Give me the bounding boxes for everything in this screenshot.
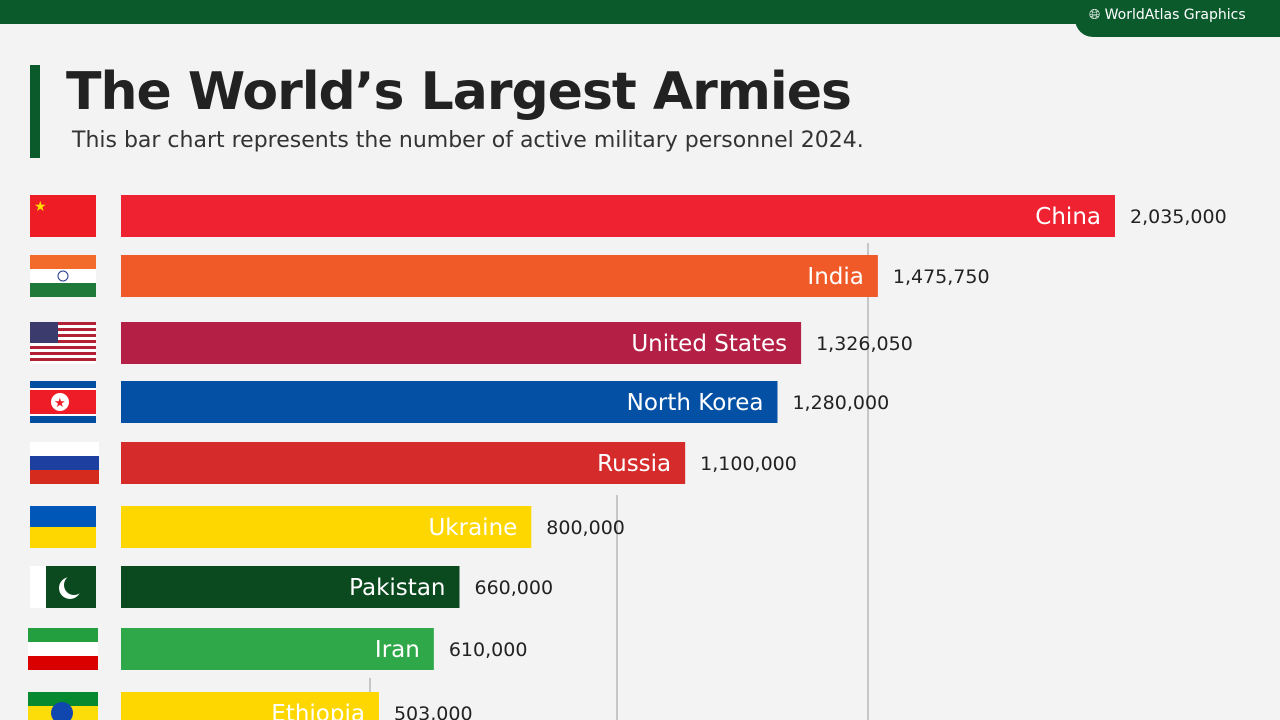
flag-stripe (30, 322, 58, 343)
flag-stripe (30, 352, 96, 355)
flag-stripe (30, 566, 46, 608)
bar-label: India (807, 264, 863, 290)
flag-stripe (30, 346, 96, 349)
flag-stripe (30, 442, 99, 456)
flag-stripe (30, 340, 96, 343)
brand-badge: 🌐︎ WorldAtlas Graphics (1075, 0, 1280, 37)
chart-subtitle: This bar chart represents the number of … (72, 128, 864, 153)
chart-title: The World’s Largest Armies (66, 62, 852, 122)
flag-stripe (28, 692, 98, 706)
flag-stripe (28, 656, 98, 670)
value-label: 660,000 (474, 577, 553, 599)
flag-stripe (30, 343, 96, 346)
bar (121, 692, 379, 720)
bar (121, 322, 802, 364)
bar-label: Ukraine (428, 515, 517, 541)
flag-stripe (30, 414, 96, 416)
flag-stripe (30, 456, 99, 470)
flag-stripe (30, 361, 96, 364)
value-label: 1,475,750 (893, 266, 990, 288)
bar-label: Ethiopia (271, 701, 365, 720)
bar-label: United States (631, 331, 787, 357)
bar (121, 506, 532, 548)
bar (121, 195, 1115, 237)
circle-icon (51, 393, 69, 411)
value-label: 503,000 (394, 703, 473, 720)
flag-stripe (30, 322, 96, 325)
chakra-icon (57, 270, 69, 282)
bar-label: Pakistan (349, 575, 445, 601)
flag-stripe (30, 337, 96, 340)
bar-label: Iran (375, 637, 420, 663)
bar-label: Russia (597, 451, 671, 477)
flag-stripe (28, 642, 98, 656)
flag-stripe (30, 328, 96, 331)
flag-stripe (30, 325, 96, 328)
value-label: 800,000 (546, 517, 625, 539)
value-label: 1,280,000 (792, 392, 889, 414)
flag-stripe (30, 358, 96, 361)
bar-label: China (1035, 204, 1101, 230)
bar (121, 255, 878, 297)
flag-stripe (30, 283, 96, 297)
top-bar (0, 0, 1280, 24)
title-accent (30, 65, 40, 158)
value-label: 2,035,000 (1130, 206, 1227, 228)
flag-stripe (30, 527, 96, 548)
star-icon: ★ (34, 199, 47, 215)
bar (121, 442, 686, 484)
flag-stripe (30, 470, 99, 484)
emblem-icon (51, 702, 73, 720)
bar-label: North Korea (627, 390, 764, 416)
flag-stripe (28, 628, 98, 642)
flag-stripe (30, 331, 96, 334)
flag-stripe (30, 334, 96, 337)
crescent-mask (64, 575, 84, 595)
value-label: 1,326,050 (816, 333, 913, 355)
star-icon: ★ (54, 396, 66, 411)
flag-stripe (30, 195, 96, 237)
flag-stripe (30, 355, 96, 358)
bar (121, 381, 778, 423)
globe-icon: 🌐︎ (1089, 7, 1105, 23)
bar (121, 628, 434, 670)
flag-stripe (30, 388, 96, 390)
bar (121, 566, 460, 608)
brand-label: WorldAtlas Graphics (1104, 7, 1246, 23)
flag-stripe (30, 349, 96, 352)
value-label: 610,000 (449, 639, 528, 661)
value-label: 1,100,000 (700, 453, 797, 475)
flag-stripe (30, 269, 96, 283)
flag-stripe (30, 506, 96, 527)
flag-stripe (30, 255, 96, 269)
